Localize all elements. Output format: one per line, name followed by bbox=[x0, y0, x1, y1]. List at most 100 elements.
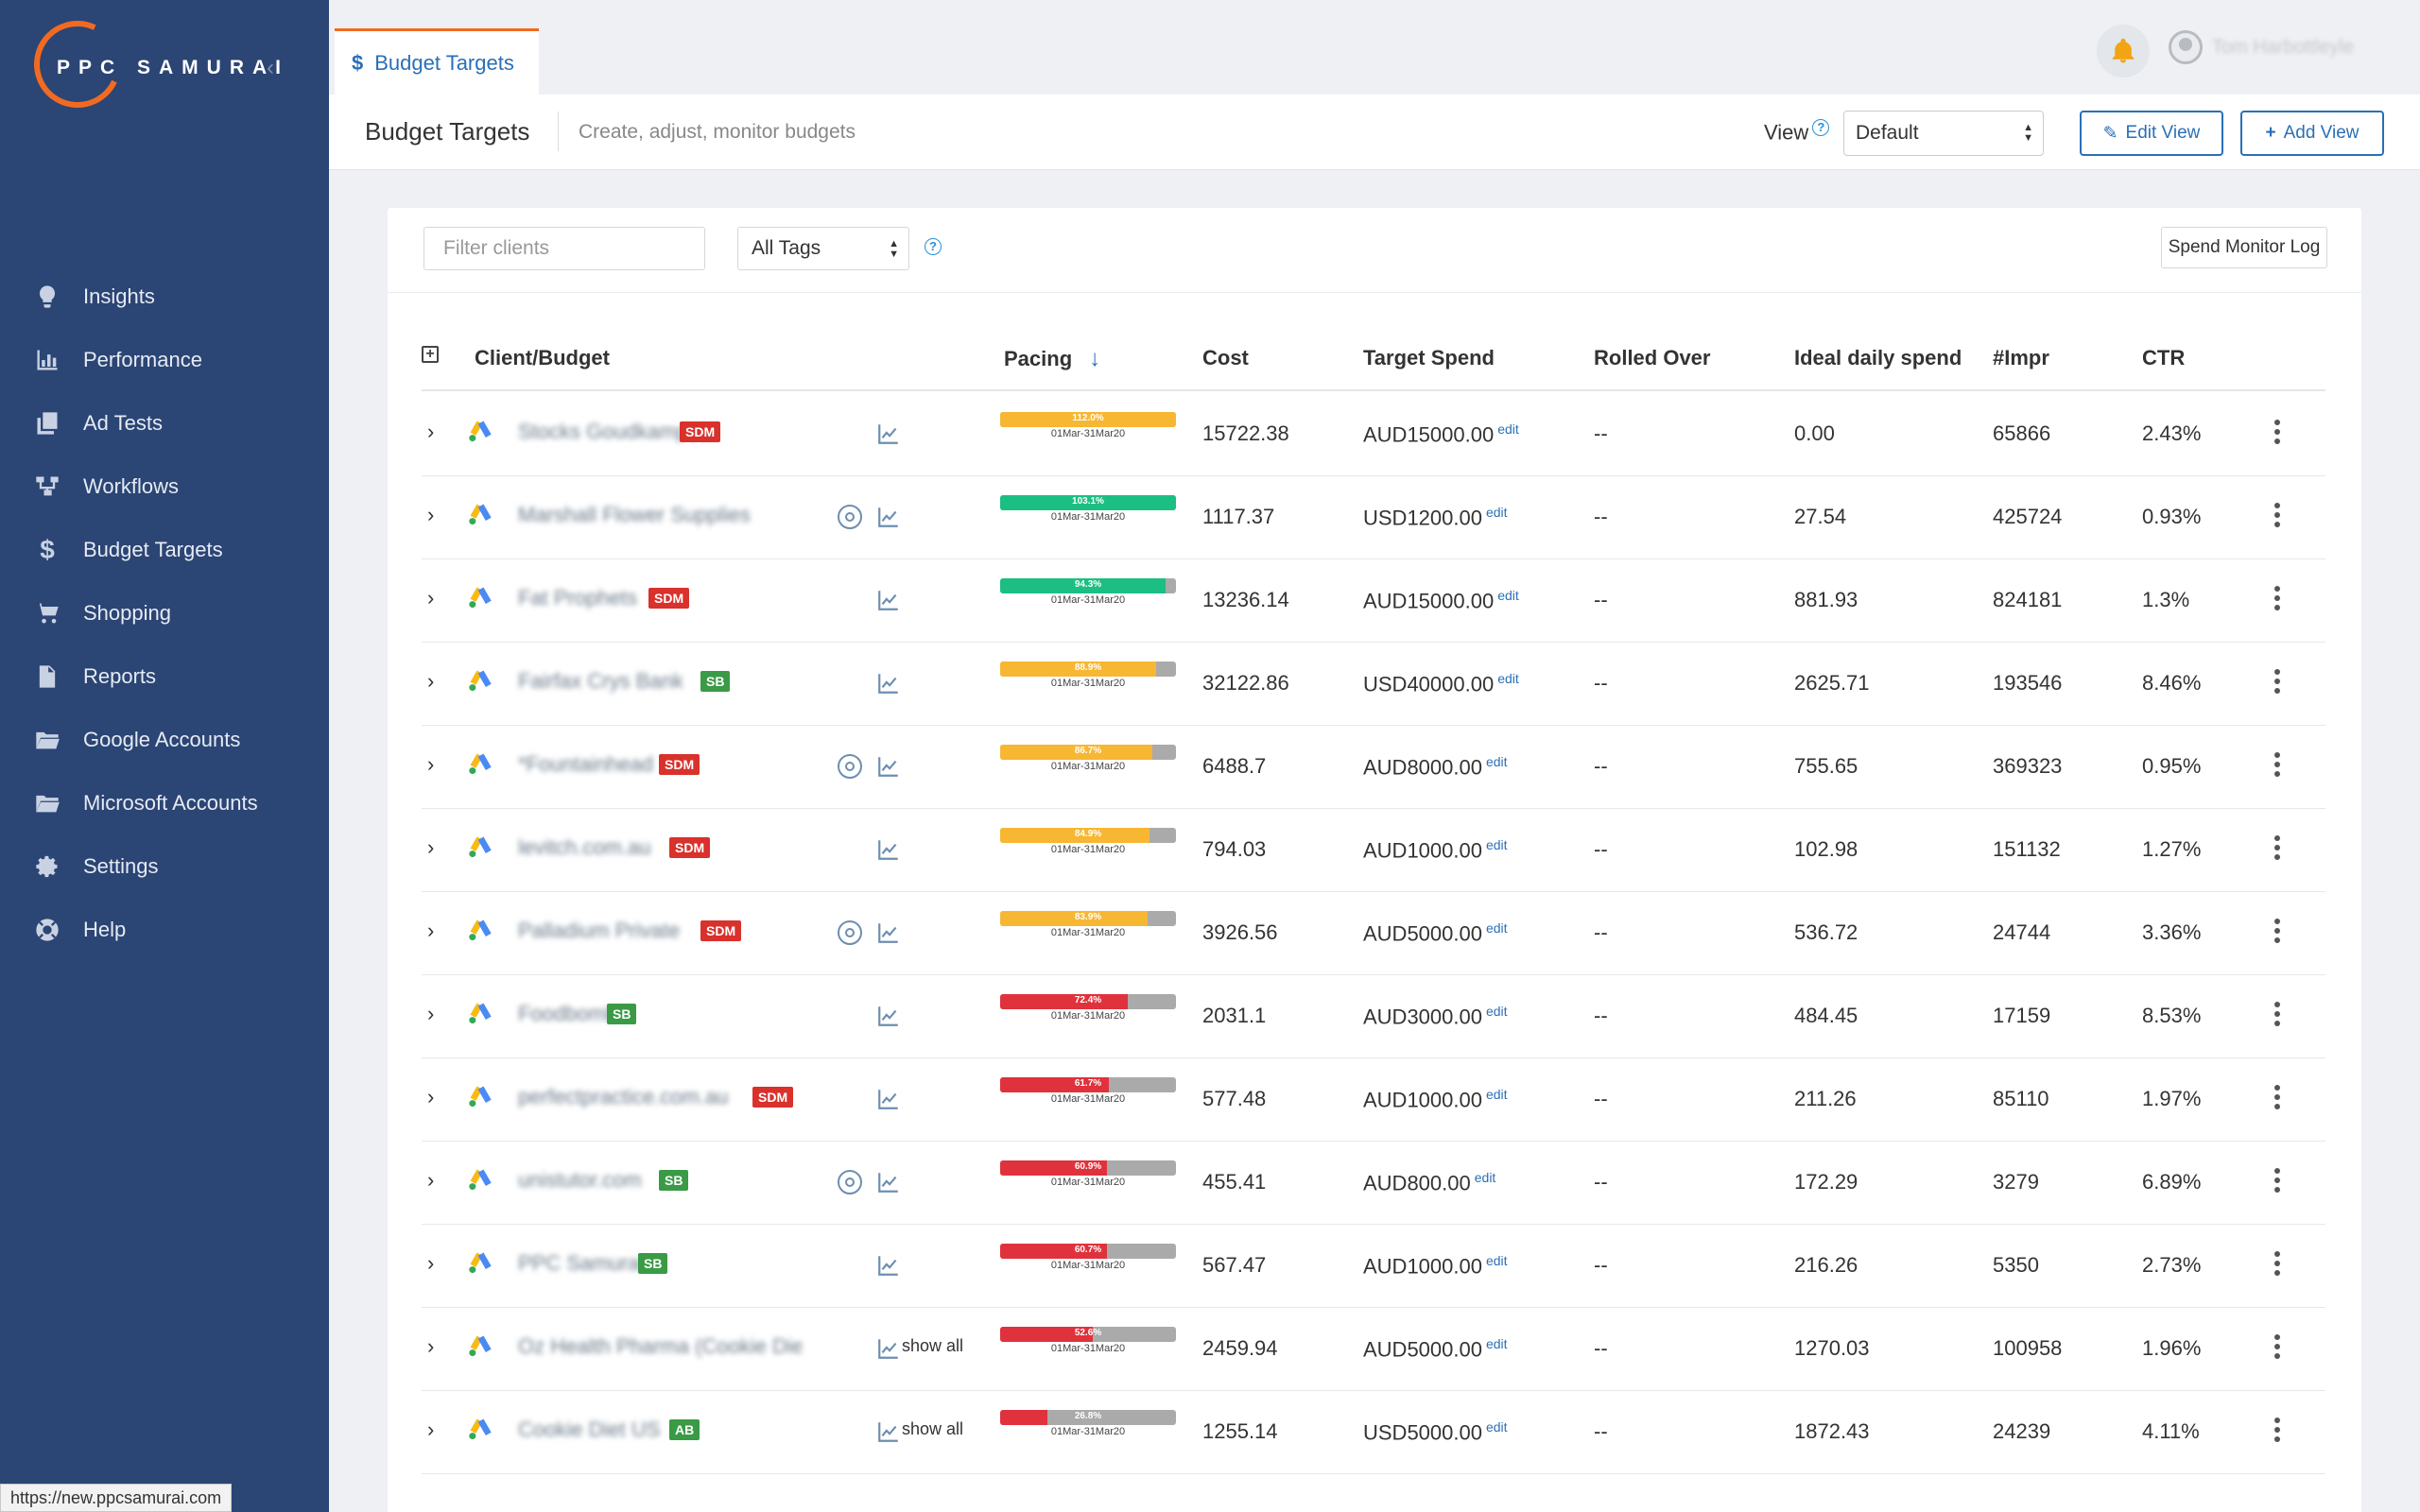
edit-target-link[interactable]: edit bbox=[1485, 1004, 1508, 1019]
sidebar-item-ad-tests[interactable]: Ad Tests bbox=[0, 391, 329, 455]
trend-chart-icon[interactable] bbox=[875, 588, 902, 612]
expand-row-chevron-icon[interactable]: › bbox=[427, 586, 435, 610]
client-name[interactable]: *Fountainhead bbox=[518, 752, 654, 776]
row-actions-kebab-icon[interactable] bbox=[2274, 503, 2280, 531]
column-pacing[interactable]: Pacing ↓ bbox=[1004, 346, 1100, 372]
edit-target-link[interactable]: edit bbox=[1485, 505, 1508, 520]
filter-clients-input[interactable]: Filter clients bbox=[424, 227, 705, 270]
sidebar-item-google-accounts[interactable]: Google Accounts bbox=[0, 708, 329, 771]
client-name[interactable]: Oz Health Pharma (Cookie Diet) bbox=[518, 1334, 802, 1358]
expand-row-chevron-icon[interactable]: › bbox=[427, 919, 435, 942]
row-actions-kebab-icon[interactable] bbox=[2274, 1085, 2280, 1113]
edit-target-link[interactable]: edit bbox=[1485, 920, 1508, 936]
row-actions-kebab-icon[interactable] bbox=[2274, 1251, 2280, 1280]
sidebar-item-workflows[interactable]: Workflows bbox=[0, 455, 329, 518]
client-name[interactable]: levitch.com.au bbox=[518, 835, 651, 859]
expand-all-icon[interactable]: + bbox=[422, 346, 439, 363]
edit-target-link[interactable]: edit bbox=[1485, 837, 1508, 852]
show-all-link[interactable]: show all bbox=[902, 1336, 964, 1355]
table-row[interactable]: › Stocks Goudkamp SDM 112.0% 01Mar-31Mar20 15… bbox=[422, 393, 2325, 476]
client-name[interactable]: Marshall Flower Supplies bbox=[518, 503, 751, 526]
client-name[interactable]: unistutor.com bbox=[518, 1168, 642, 1192]
client-name[interactable]: PPC Samurai bbox=[518, 1251, 645, 1275]
table-row[interactable]: › unistutor.com SB 60.9% 01Mar-31Mar20 455.41… bbox=[422, 1142, 2325, 1225]
row-actions-kebab-icon[interactable] bbox=[2274, 669, 2280, 697]
edit-target-link[interactable]: edit bbox=[1497, 671, 1519, 686]
column-cost[interactable]: Cost bbox=[1202, 346, 1249, 369]
sidebar-item-shopping[interactable]: Shopping bbox=[0, 581, 329, 644]
client-name[interactable]: Cookie Diet US bbox=[518, 1418, 661, 1441]
client-name[interactable]: Fat Prophets bbox=[518, 586, 637, 610]
table-row[interactable]: › Fat Prophets SDM 94.3% 01Mar-31Mar20 13236.… bbox=[422, 559, 2325, 643]
edit-target-link[interactable]: edit bbox=[1497, 588, 1519, 603]
row-actions-kebab-icon[interactable] bbox=[2274, 1418, 2280, 1446]
edit-target-link[interactable]: edit bbox=[1485, 1087, 1508, 1102]
target-icon[interactable] bbox=[838, 754, 862, 779]
client-name[interactable]: Foodbomb bbox=[518, 1002, 618, 1025]
user-menu[interactable]: Tom Harbottleyle bbox=[2169, 26, 2354, 68]
table-row[interactable]: › Marshall Flower Supplies S 103.1% 01Mar-31… bbox=[422, 476, 2325, 559]
edit-view-button[interactable]: ✎ Edit View bbox=[2080, 111, 2223, 156]
client-name[interactable]: Stocks Goudkamp bbox=[518, 420, 688, 443]
row-actions-kebab-icon[interactable] bbox=[2274, 420, 2280, 448]
column-client-budget[interactable]: Client/Budget bbox=[475, 346, 610, 369]
row-actions-kebab-icon[interactable] bbox=[2274, 1168, 2280, 1196]
tags-select[interactable]: All Tags ▲ ▼ bbox=[737, 227, 909, 270]
trend-chart-icon[interactable] bbox=[875, 671, 902, 696]
table-row[interactable]: › Oz Health Pharma (Cookie Diet) show all 5… bbox=[422, 1308, 2325, 1391]
row-actions-kebab-icon[interactable] bbox=[2274, 752, 2280, 781]
row-actions-kebab-icon[interactable] bbox=[2274, 1002, 2280, 1030]
edit-target-link[interactable]: edit bbox=[1497, 421, 1519, 437]
table-row[interactable]: › Palladium Private SDM 83.9% 01Mar-31Mar20 3… bbox=[422, 892, 2325, 975]
row-actions-kebab-icon[interactable] bbox=[2274, 919, 2280, 947]
column-target-spend[interactable]: Target Spend bbox=[1363, 346, 1495, 369]
column-rolled-over[interactable]: Rolled Over bbox=[1594, 346, 1711, 369]
row-actions-kebab-icon[interactable] bbox=[2274, 1334, 2280, 1363]
table-row[interactable]: › Fairfax Crys Bank SB 88.9% 01Mar-31Mar20 32… bbox=[422, 643, 2325, 726]
show-all-link[interactable]: show all bbox=[902, 1419, 964, 1438]
sidebar-item-reports[interactable]: Reports bbox=[0, 644, 329, 708]
spend-monitor-log-button[interactable]: Spend Monitor Log bbox=[2161, 227, 2327, 268]
trend-chart-icon[interactable] bbox=[875, 837, 902, 862]
client-name[interactable]: Fairfax Crys Bank bbox=[518, 669, 683, 693]
sidebar-item-insights[interactable]: Insights bbox=[0, 265, 329, 328]
edit-target-link[interactable]: edit bbox=[1485, 1253, 1508, 1268]
tab-budget-targets[interactable]: $ Budget Targets bbox=[335, 28, 539, 94]
table-row[interactable]: › perfectpractice.com.au SDM 61.7% 01Mar-31M… bbox=[422, 1058, 2325, 1142]
edit-target-link[interactable]: edit bbox=[1485, 1336, 1508, 1351]
expand-row-chevron-icon[interactable]: › bbox=[427, 835, 435, 859]
expand-row-chevron-icon[interactable]: › bbox=[427, 1168, 435, 1192]
trend-chart-icon[interactable] bbox=[875, 1336, 902, 1361]
sidebar-item-budget-targets[interactable]: $ Budget Targets bbox=[0, 518, 329, 581]
sidebar-item-microsoft-accounts[interactable]: Microsoft Accounts bbox=[0, 771, 329, 834]
trend-chart-icon[interactable] bbox=[875, 1087, 902, 1111]
expand-row-chevron-icon[interactable]: › bbox=[427, 420, 435, 443]
sidebar-item-settings[interactable]: Settings bbox=[0, 834, 329, 898]
edit-target-link[interactable]: edit bbox=[1485, 754, 1508, 769]
target-icon[interactable] bbox=[838, 920, 862, 945]
expand-row-chevron-icon[interactable]: › bbox=[427, 1418, 435, 1441]
target-icon[interactable] bbox=[838, 1170, 862, 1194]
expand-row-chevron-icon[interactable]: › bbox=[427, 503, 435, 526]
trend-chart-icon[interactable] bbox=[875, 1253, 902, 1278]
column-ctr[interactable]: CTR bbox=[2142, 346, 2186, 369]
expand-row-chevron-icon[interactable]: › bbox=[427, 1251, 435, 1275]
trend-chart-icon[interactable] bbox=[875, 1170, 902, 1194]
trend-chart-icon[interactable] bbox=[875, 920, 902, 945]
view-select[interactable]: Default ▲ ▼ bbox=[1843, 111, 2044, 156]
trend-chart-icon[interactable] bbox=[875, 1004, 902, 1028]
trend-chart-icon[interactable] bbox=[875, 421, 902, 446]
table-row[interactable]: › PPC Samurai SB 60.7% 01Mar-31Mar20 567.47 AU… bbox=[422, 1225, 2325, 1308]
notifications-bell-icon[interactable] bbox=[2097, 25, 2150, 77]
sidebar-item-performance[interactable]: Performance bbox=[0, 328, 329, 391]
row-actions-kebab-icon[interactable] bbox=[2274, 835, 2280, 864]
column-ideal-daily-spend[interactable]: Ideal daily spend bbox=[1794, 346, 1962, 369]
expand-row-chevron-icon[interactable]: › bbox=[427, 1002, 435, 1025]
trend-chart-icon[interactable] bbox=[875, 505, 902, 529]
trend-chart-icon[interactable] bbox=[875, 1419, 902, 1444]
table-row[interactable]: › levitch.com.au SDM 84.9% 01Mar-31Mar20 794.… bbox=[422, 809, 2325, 892]
client-name[interactable]: perfectpractice.com.au bbox=[518, 1085, 729, 1108]
expand-row-chevron-icon[interactable]: › bbox=[427, 752, 435, 776]
tags-help-icon[interactable]: ? bbox=[925, 238, 942, 255]
expand-row-chevron-icon[interactable]: › bbox=[427, 669, 435, 693]
